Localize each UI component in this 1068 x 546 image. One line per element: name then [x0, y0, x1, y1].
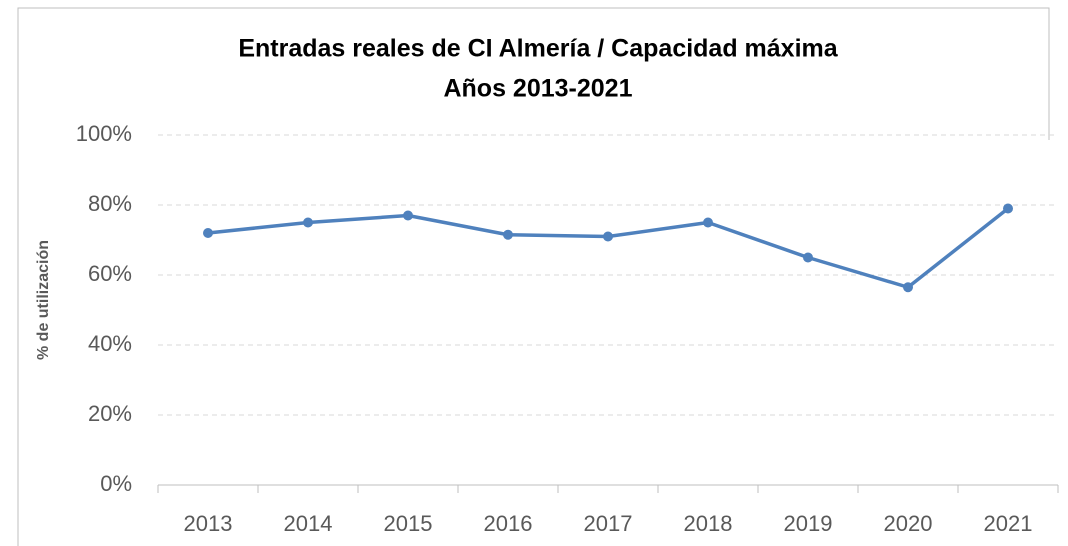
x-tick-label: 2020: [884, 511, 933, 536]
y-tick-label: 60%: [88, 261, 132, 286]
data-point: [403, 210, 413, 221]
data-point: [303, 217, 313, 228]
data-point: [203, 228, 213, 238]
x-tick-label: 2021: [984, 511, 1033, 536]
x-tick-label: 2016: [484, 511, 533, 536]
x-tick-label: 2015: [384, 511, 433, 536]
data-point: [1003, 203, 1013, 214]
y-tick-label: 40%: [88, 331, 132, 356]
data-point: [903, 282, 913, 293]
x-tick-label: 2017: [584, 511, 633, 536]
data-point: [803, 252, 813, 263]
x-tick-label: 2014: [284, 511, 333, 536]
chart-title: Entradas reales de CI Almería / Capacida…: [238, 35, 838, 63]
chart-subtitle: Años 2013-2021: [443, 75, 632, 103]
x-tick-label: 2013: [184, 511, 233, 536]
y-tick-label: 100%: [76, 121, 132, 146]
x-tick-label: 2019: [784, 511, 833, 536]
y-tick-label: 80%: [88, 191, 132, 216]
chart-border: [17, 7, 1050, 546]
y-axis-label: % de utilización: [35, 240, 52, 360]
x-tick-label: 2018: [684, 511, 733, 536]
data-point: [603, 231, 613, 242]
data-point: [703, 217, 713, 228]
y-tick-label: 0%: [100, 471, 132, 496]
y-tick-label: 20%: [88, 401, 132, 426]
data-point: [503, 229, 513, 240]
